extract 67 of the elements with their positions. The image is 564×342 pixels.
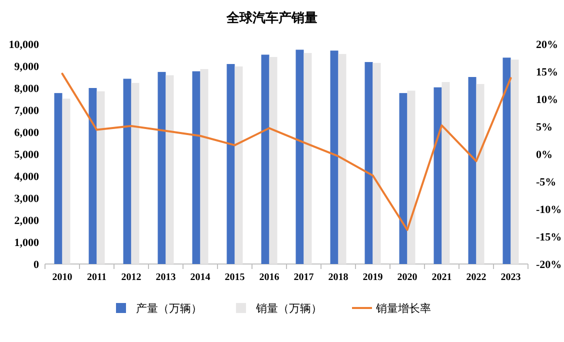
x-tick-label: 2021 — [432, 272, 452, 283]
bar — [399, 93, 408, 264]
bar — [304, 53, 312, 264]
y-tick-label: 4,000 — [14, 171, 40, 183]
line-series — [61, 72, 512, 231]
bar — [330, 50, 338, 264]
bar — [510, 60, 519, 264]
x-tick-label: 2020 — [397, 272, 418, 283]
bar — [442, 82, 450, 264]
bar — [88, 88, 97, 264]
bar — [234, 66, 243, 264]
bar — [261, 54, 270, 264]
legend-label: 产量（万辆） — [136, 302, 202, 315]
y-tick-label: 2,000 — [14, 215, 40, 227]
y2-tick-label: 0% — [536, 149, 552, 161]
legend-label: 销量增长率 — [375, 302, 431, 315]
bar — [364, 62, 373, 264]
bar — [54, 93, 62, 264]
y2-tick-label: 15% — [536, 66, 558, 78]
bar — [192, 71, 200, 264]
x-tick-label: 2022 — [466, 272, 486, 283]
y2-tick-label: -20% — [536, 259, 562, 271]
x-tick-label: 2015 — [224, 272, 245, 283]
y2-tick-label: 10% — [536, 94, 558, 106]
bar — [468, 77, 476, 264]
y2-tick-label: 5% — [536, 122, 552, 134]
y2-tick-label: -10% — [536, 204, 562, 216]
bar — [269, 56, 278, 264]
bar — [226, 64, 235, 264]
bar — [158, 72, 166, 264]
x-tick-label: 2010 — [52, 272, 72, 283]
legend-label: 销量（万辆） — [255, 303, 322, 315]
bar — [296, 50, 304, 264]
y-tick-label: 6,000 — [14, 127, 40, 139]
y-tick-label: 10,000 — [8, 39, 40, 51]
x-tick-label: 2013 — [156, 272, 176, 283]
bar — [62, 98, 70, 264]
bar — [434, 87, 442, 264]
y2-tick-label: -5% — [536, 176, 556, 188]
y-tick-label: 9,000 — [14, 61, 40, 73]
x-tick-label: 2011 — [87, 272, 106, 283]
x-tick-label: 2012 — [121, 272, 142, 283]
bar — [131, 82, 140, 264]
y-tick-label: 5,000 — [14, 149, 40, 161]
x-tick-label: 2018 — [328, 272, 348, 283]
chart-title: 全球汽车产销量 — [226, 10, 318, 25]
bar — [407, 90, 416, 264]
bar — [338, 54, 346, 264]
y-tick-label: 7,000 — [14, 105, 40, 117]
x-tick-label: 2016 — [259, 272, 280, 283]
bar — [123, 78, 132, 264]
x-tick-label: 2014 — [190, 272, 210, 283]
y-tick-label: 0 — [34, 259, 40, 271]
x-tick-label: 2023 — [500, 272, 521, 283]
x-tick-label: 2019 — [362, 272, 383, 283]
y-tick-label: 8,000 — [14, 83, 40, 95]
y2-tick-label: -15% — [536, 232, 562, 244]
bar — [476, 84, 484, 264]
y-tick-label: 3,000 — [14, 193, 40, 205]
bar — [96, 91, 105, 264]
bar — [200, 69, 208, 264]
x-tick-label: 2017 — [294, 272, 314, 283]
y-tick-label: 1,000 — [14, 237, 40, 249]
bar — [502, 58, 511, 264]
bar — [166, 75, 174, 264]
y2-tick-label: 20% — [536, 39, 558, 51]
bar — [372, 62, 381, 264]
